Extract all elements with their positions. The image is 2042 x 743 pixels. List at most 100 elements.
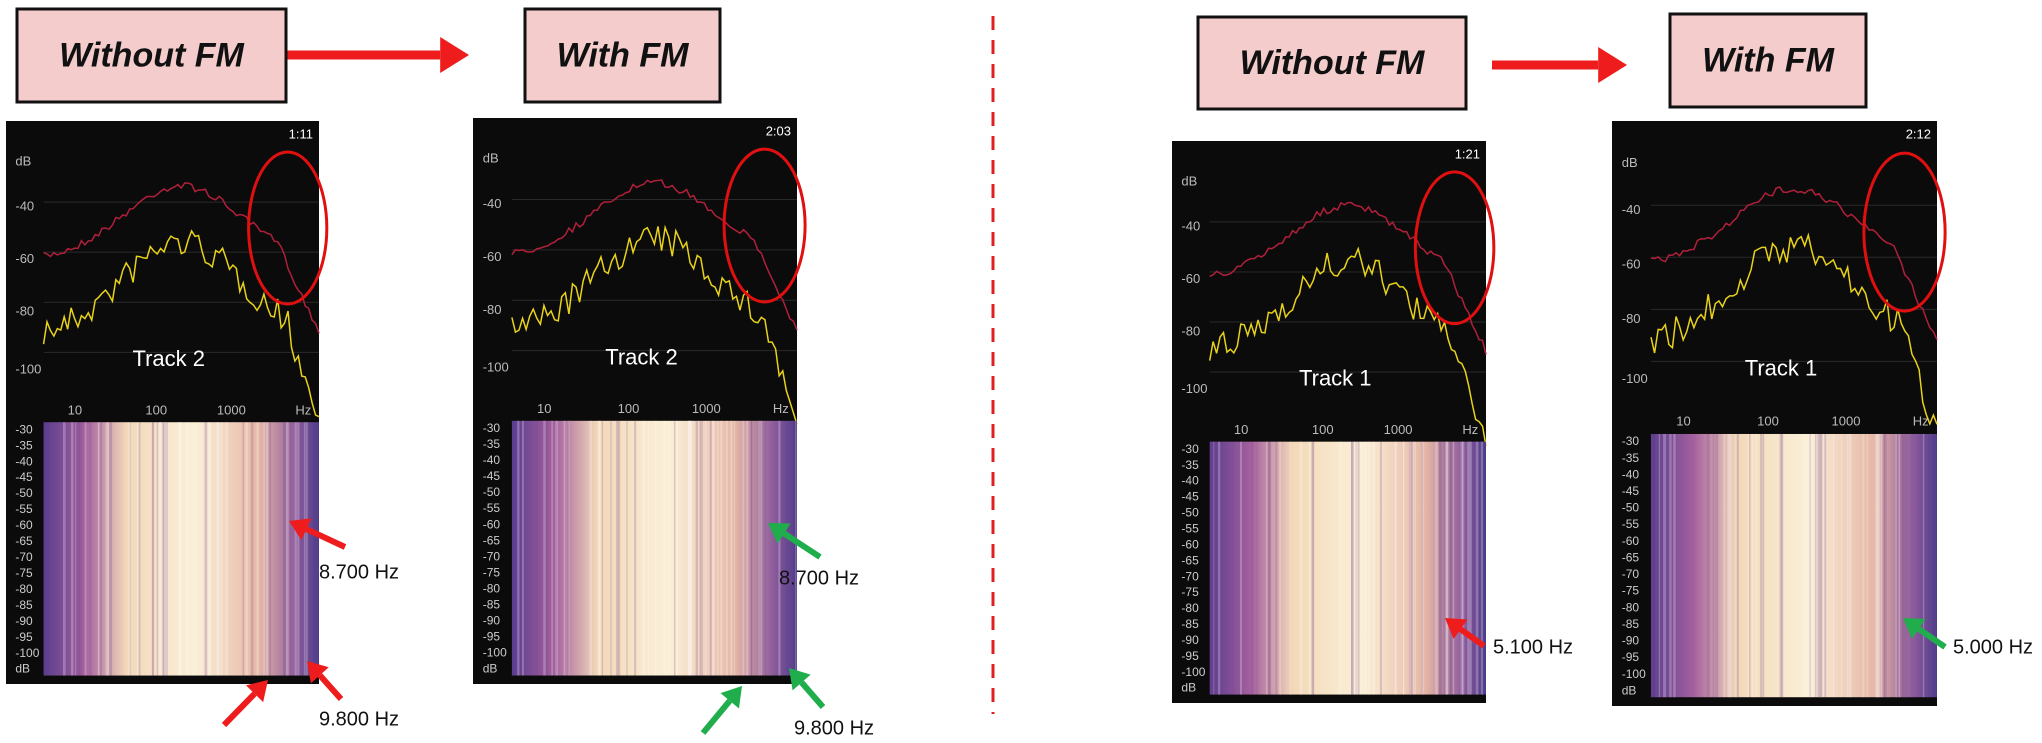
spectrogram-tick: -65 xyxy=(483,533,501,547)
arrow-shaft xyxy=(802,682,823,707)
spectrogram-tick: -30 xyxy=(1622,434,1640,448)
spectrogram-tick: -60 xyxy=(15,518,33,532)
arrow-shaft xyxy=(320,675,341,699)
spectrogram-tick: -95 xyxy=(1181,649,1199,663)
spectrogram-tick: -45 xyxy=(15,470,33,484)
spectrogram-tick: -50 xyxy=(1181,506,1199,520)
status-time: 2:12 xyxy=(1906,126,1931,141)
spectrum-y-tick: -60 xyxy=(1181,271,1200,286)
spectrum-y-tick: -40 xyxy=(1181,218,1200,233)
spectrogram-tick: dB xyxy=(1181,681,1196,695)
track-label: Track 2 xyxy=(132,346,205,371)
spectrum-y-tick: -100 xyxy=(1181,381,1207,396)
spectrum-x-tick: 100 xyxy=(145,402,167,417)
spectrum-y-tick: -60 xyxy=(483,249,502,264)
spectrogram-tick: -65 xyxy=(15,534,33,548)
spectrum-x-tick: 100 xyxy=(618,401,640,416)
spectrogram-tick: -60 xyxy=(483,517,501,531)
spectrum-x-tick: 10 xyxy=(1676,414,1690,429)
spectrum-y-tick: -40 xyxy=(483,196,502,211)
spectrogram xyxy=(512,421,797,676)
spectrogram-tick: -90 xyxy=(1181,633,1199,647)
spectrogram-tick: -75 xyxy=(1622,584,1640,598)
arrow xyxy=(703,686,742,733)
spectrogram-tick: -65 xyxy=(1181,553,1199,567)
spectrum-y-tick: -40 xyxy=(1622,202,1641,217)
page: Without FM 1:11 dB -40 -60 -80 -100 10 100 1000 Hz… xyxy=(0,0,2042,743)
frequency-annotation: 9.800 Hz xyxy=(794,717,874,739)
spectrogram-tick: -100 xyxy=(1622,667,1646,681)
spectrogram-tick: dB xyxy=(15,662,30,676)
spectrogram-tick: -40 xyxy=(483,453,501,467)
spectrogram-tick: -80 xyxy=(15,582,33,596)
spectrogram-tick: -70 xyxy=(1622,567,1640,581)
spectrogram-tick: -35 xyxy=(15,438,33,452)
figure: Without FM 1:11 dB -40 -60 -80 -100 10 100 1000 Hz… xyxy=(0,0,2042,743)
arrow-head xyxy=(1598,47,1627,83)
spectrum-x-tick: 10 xyxy=(1234,422,1248,437)
spectrum-x-tick: Hz xyxy=(1462,422,1478,437)
spectrum-y-tick: dB xyxy=(1181,173,1197,188)
spectrum-x-tick: 1000 xyxy=(1384,422,1413,437)
spectrogram-tick: -30 xyxy=(483,421,501,435)
spectrum-x-tick: Hz xyxy=(295,402,311,417)
spectrum-x-tick: 10 xyxy=(537,401,551,416)
spectrogram-tick: -65 xyxy=(1622,550,1640,564)
spectrum-y-tick: -80 xyxy=(1181,323,1200,338)
spectrum-x-tick: 1000 xyxy=(692,401,721,416)
spectrogram-tick: -85 xyxy=(15,598,33,612)
header-label: With FM xyxy=(1702,41,1835,79)
spectrum-y-tick: -40 xyxy=(15,199,34,214)
spectrogram-tick: -90 xyxy=(15,614,33,628)
header-label: Without FM xyxy=(59,36,244,74)
status-time: 1:11 xyxy=(289,126,313,141)
spectrogram-tick: -90 xyxy=(1622,634,1640,648)
transition-arrow xyxy=(1492,47,1627,83)
spectrogram-tick: -55 xyxy=(1181,521,1199,535)
spectrogram-tick: -45 xyxy=(1622,484,1640,498)
frequency-annotation: 5.100 Hz xyxy=(1493,636,1573,658)
status-time: 2:03 xyxy=(766,123,791,138)
frequency-annotation: 9.800 Hz xyxy=(319,708,399,730)
spectrum-x-tick: 100 xyxy=(1312,422,1334,437)
spectrum-x-tick: 1000 xyxy=(1832,414,1861,429)
spectrogram-tick: -85 xyxy=(483,597,501,611)
spectrum-x-tick: 10 xyxy=(68,402,82,417)
spectrogram-tick: -45 xyxy=(483,469,501,483)
spectrum-x-tick: 1000 xyxy=(217,402,246,417)
spectrum-x-tick: 100 xyxy=(1757,414,1779,429)
spectrogram-tick: -75 xyxy=(483,565,501,579)
track-label: Track 1 xyxy=(1299,366,1372,391)
spectrogram-tick: -95 xyxy=(1622,650,1640,664)
spectrogram-tick: -70 xyxy=(15,550,33,564)
frequency-annotation: 8.700 Hz xyxy=(779,567,859,589)
spectrum-y-tick: -80 xyxy=(483,302,502,317)
arrow xyxy=(789,668,823,707)
spectrogram-tick: -50 xyxy=(483,485,501,499)
spectrogram-tick: dB xyxy=(483,662,498,676)
spectrum-y-tick: -60 xyxy=(15,251,34,266)
spectrum-y-tick: dB xyxy=(1622,155,1638,170)
spectrogram-tick: -30 xyxy=(1181,442,1199,456)
spectrogram-tick: -70 xyxy=(1181,569,1199,583)
spectrogram-tick: -80 xyxy=(1622,600,1640,614)
spectrogram-tick: -55 xyxy=(1622,517,1640,531)
spectrogram-tick: -75 xyxy=(15,566,33,580)
spectrogram-tick: -50 xyxy=(15,486,33,500)
track-label: Track 2 xyxy=(605,344,678,369)
header-label: With FM xyxy=(557,36,690,74)
spectrogram-tick: -95 xyxy=(15,630,33,644)
spectrogram-tick: -40 xyxy=(15,454,33,468)
spectrogram-tick: -90 xyxy=(483,614,501,628)
spectrogram-tick: dB xyxy=(1622,683,1637,697)
spectrum-y-tick: -100 xyxy=(15,361,41,376)
spectrogram-tick: -60 xyxy=(1181,537,1199,551)
spectrogram-tick: -60 xyxy=(1622,534,1640,548)
arrow-shaft xyxy=(703,701,730,733)
screenshot: 2:12dB-40-60-80-100101001000HzTrack 1-30… xyxy=(1612,121,1945,706)
spectrogram-tick: -40 xyxy=(1622,467,1640,481)
spectrogram-tick: -35 xyxy=(1622,451,1640,465)
spectrum-y-tick: -60 xyxy=(1622,257,1641,272)
